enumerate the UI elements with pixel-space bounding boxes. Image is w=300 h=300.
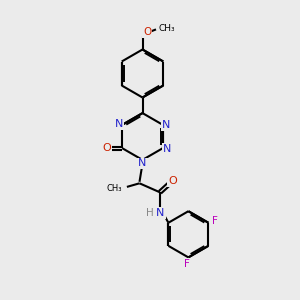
Text: CH₃: CH₃ <box>106 184 122 193</box>
Text: N: N <box>162 120 171 130</box>
Text: F: F <box>184 259 190 269</box>
Text: O: O <box>143 27 151 37</box>
Text: N: N <box>156 208 165 218</box>
Text: H: H <box>146 208 153 218</box>
Text: N: N <box>114 119 123 129</box>
Text: F: F <box>212 216 218 226</box>
Text: N: N <box>163 144 171 154</box>
Text: O: O <box>168 176 177 186</box>
Text: N: N <box>138 158 147 169</box>
Text: CH₃: CH₃ <box>158 24 175 33</box>
Text: O: O <box>102 143 111 153</box>
